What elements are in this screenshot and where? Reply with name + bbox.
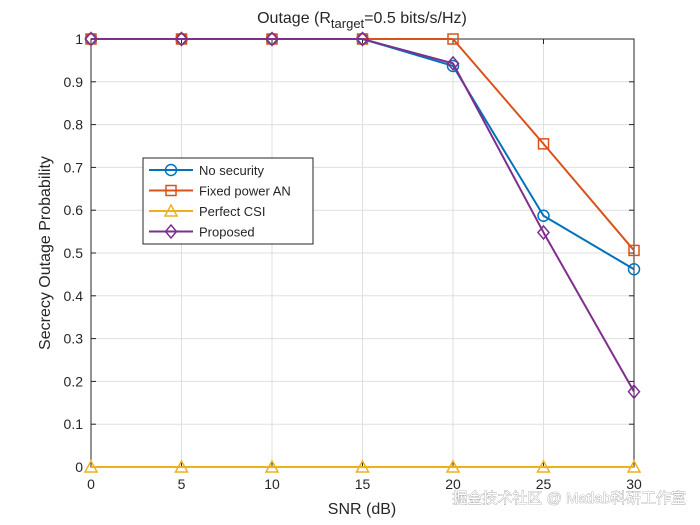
data-point: [175, 31, 188, 47]
x-tick-label: 25: [536, 476, 552, 492]
y-tick-label: 0.7: [64, 159, 84, 175]
data-point: [536, 459, 551, 473]
y-tick-label: 0: [75, 459, 83, 475]
watermark: 掘金技术社区 @ Matlab科研工作室: [452, 490, 686, 507]
series-group: [83, 31, 642, 473]
chart-title: Outage (Rtarget=0.5 bits/s/Hz): [257, 10, 467, 31]
legend-label: Fixed power AN: [199, 184, 291, 199]
data-point: [627, 263, 641, 276]
y-axis-label: Secrecy Outage Probability: [37, 156, 54, 350]
series-line: [91, 38, 635, 393]
legend-box: [142, 157, 314, 245]
data-point: [627, 384, 641, 400]
y-tick-label: 0.9: [64, 74, 84, 90]
legend-marker: [164, 163, 178, 177]
legend-label: Perfect CSI: [199, 204, 265, 219]
y-tick-labels: 0 0.1 0.2 0.3 0.4 0.5 0.6 0.7 0.8 0.9 1: [64, 31, 84, 475]
legend-item: Fixed power AN: [149, 184, 291, 199]
legend-marker: [164, 223, 178, 240]
data-point: [265, 31, 279, 47]
x-tick-label: 0: [87, 476, 95, 492]
series-perfect-csi: [83, 459, 642, 473]
legend-item: Proposed: [149, 223, 255, 240]
data-point: [446, 59, 460, 73]
data-point: [446, 55, 460, 72]
y-tick-label: 1: [75, 31, 83, 47]
y-tick-label: 0.6: [64, 202, 84, 218]
data-point: [264, 459, 280, 473]
data-point: [628, 244, 640, 257]
data-point: [537, 224, 550, 241]
y-tick-label: 0.2: [64, 373, 84, 389]
chart-title-main: Outage (R: [257, 10, 331, 27]
chart-title-rest: =0.5 bits/s/Hz): [364, 10, 467, 27]
data-point: [174, 459, 189, 473]
legend-label: Proposed: [199, 225, 255, 240]
data-point: [537, 138, 550, 150]
data-point: [84, 31, 98, 47]
data-point: [83, 459, 99, 473]
series-proposed: [84, 31, 641, 400]
legend-item: No security: [149, 163, 265, 178]
x-tick-label: 5: [178, 476, 186, 492]
data-point: [356, 31, 369, 47]
x-tick-labels: 0 5 10 15 20 25 30: [87, 476, 642, 492]
legend-label: No security: [199, 163, 265, 178]
y-tick-label: 0.8: [64, 117, 84, 133]
legend-marker: [165, 184, 177, 197]
legend-item: Perfect CSI: [149, 203, 265, 219]
x-tick-label: 30: [626, 476, 642, 492]
x-axis-label: SNR (dB): [328, 501, 396, 518]
x-tick-label: 10: [264, 476, 280, 492]
data-point: [537, 209, 550, 223]
legend: No security Fixed power AN Perfect CSI Prop…: [142, 157, 314, 245]
data-point: [355, 459, 370, 473]
y-tick-label: 0.3: [64, 331, 84, 347]
data-point: [626, 459, 642, 473]
chart-title-subscript: target: [331, 16, 365, 31]
x-tick-label: 20: [445, 476, 461, 492]
data-point: [447, 33, 459, 45]
y-tick-label: 0.4: [64, 288, 84, 304]
y-tick-label: 0.5: [64, 245, 84, 261]
data-point: [445, 459, 461, 473]
x-tick-label: 15: [355, 476, 371, 492]
y-tick-label: 0.1: [64, 416, 84, 432]
legend-marker: [163, 203, 179, 217]
